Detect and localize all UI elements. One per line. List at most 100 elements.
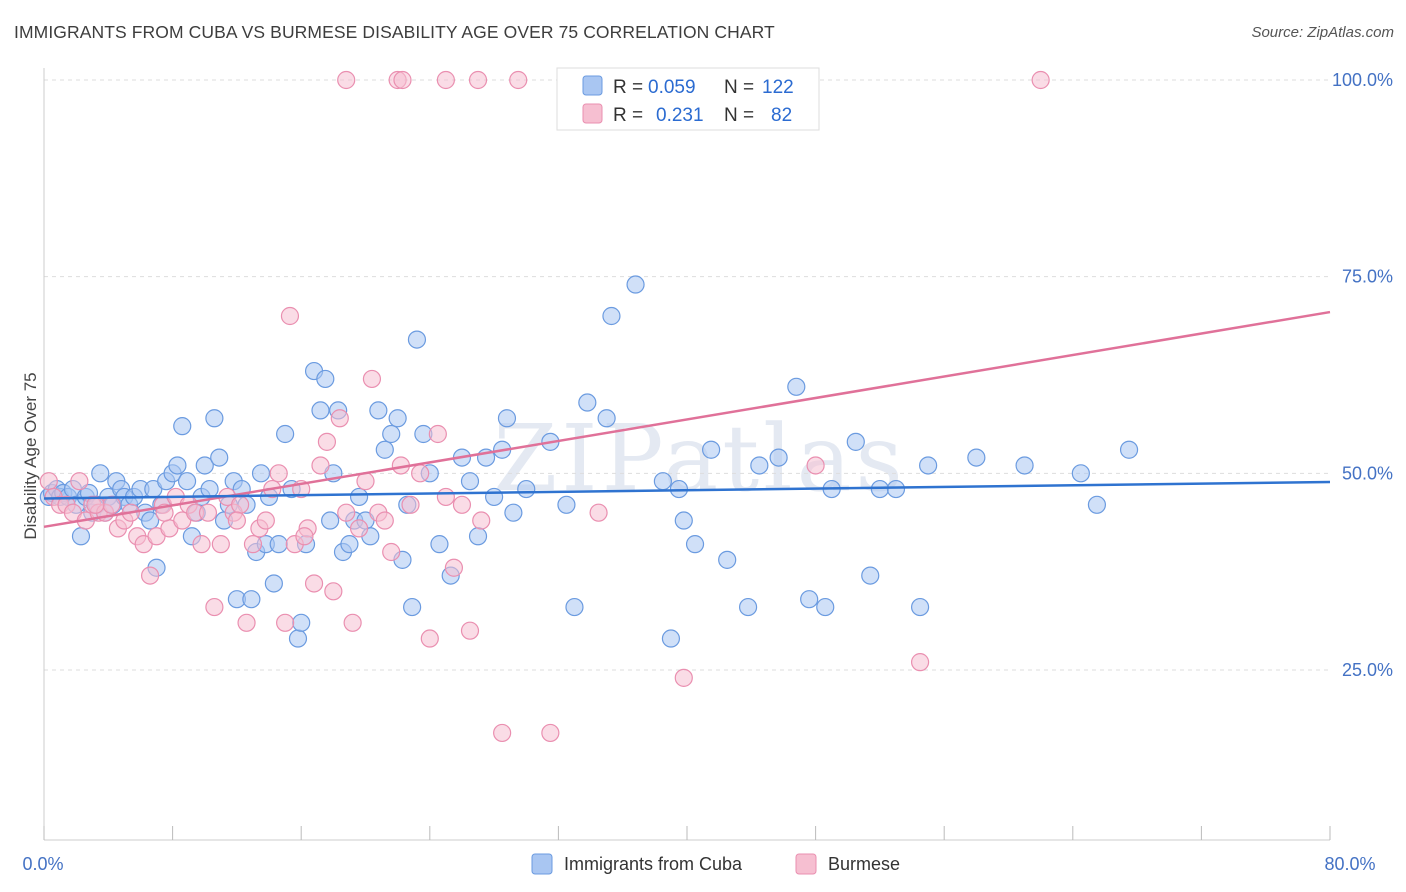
- burmese-point: [382, 542, 401, 562]
- burmese-point: [420, 629, 439, 648]
- burmese-point: [324, 582, 343, 601]
- cuba-point: [340, 535, 359, 554]
- cuba-point: [517, 479, 536, 499]
- cuba-point: [388, 409, 407, 428]
- burmese-point: [231, 495, 250, 514]
- burmese-point: [295, 527, 314, 546]
- burmese-point: [452, 495, 472, 514]
- burmese-point: [444, 558, 464, 577]
- cuba-point: [210, 448, 229, 467]
- burmese-point: [393, 70, 412, 90]
- cuba-point: [382, 424, 401, 444]
- burmese-point: [375, 511, 394, 530]
- legend-swatch-cuba: [582, 75, 603, 96]
- y-tick-label-50: 50.0%: [1342, 463, 1393, 483]
- burmese-point: [269, 464, 288, 483]
- chart-title: IMMIGRANTS FROM CUBA VS BURMESE DISABILI…: [14, 22, 775, 42]
- cuba-point: [1071, 464, 1090, 483]
- legend-r-label-cuba: R =: [613, 77, 643, 98]
- burmese-point: [304, 574, 324, 593]
- cuba-point: [200, 479, 219, 499]
- cuba-point: [264, 574, 283, 593]
- x-tick-label-min: 0.0%: [22, 854, 63, 874]
- burmese-point: [140, 566, 160, 585]
- cuba-point: [718, 550, 737, 569]
- burmese-point: [205, 597, 224, 617]
- burmese-point: [806, 456, 825, 475]
- cuba-point: [787, 377, 806, 396]
- legend: R = 0.059 N = 122 R = 0.231 N = 82: [556, 67, 820, 131]
- trend-line-burmese: [43, 310, 1331, 529]
- burmese-point: [39, 472, 58, 491]
- burmese-point: [493, 723, 512, 743]
- cuba-point: [91, 464, 110, 483]
- bottom-legend: Immigrants from Cuba Burmese: [531, 853, 900, 875]
- cuba-point: [800, 590, 819, 609]
- burmese-point: [472, 511, 491, 530]
- cuba-point: [168, 456, 187, 475]
- y-tick-label-100: 100.0%: [1332, 70, 1393, 90]
- burmese-point: [460, 621, 480, 640]
- y-tick-label-25: 25.0%: [1342, 660, 1393, 680]
- burmese-point: [70, 472, 89, 491]
- burmese-point: [276, 613, 295, 632]
- bottom-legend-swatch-burmese: [795, 853, 817, 875]
- burmese-point: [317, 432, 337, 451]
- cuba-point: [195, 456, 214, 475]
- legend-r-value-cuba: 0.059: [648, 77, 696, 98]
- burmese-point: [910, 653, 930, 672]
- cuba-point: [251, 464, 271, 483]
- cuba-point: [816, 597, 835, 617]
- y-tick-label-75: 75.0%: [1342, 267, 1393, 287]
- cuba-point: [276, 424, 295, 444]
- burmese-point: [237, 613, 256, 632]
- burmese-point: [436, 487, 455, 507]
- burmese-point: [589, 503, 608, 522]
- burmese-point: [541, 723, 560, 743]
- trend-line-cuba: [43, 480, 1331, 500]
- bottom-legend-swatch-cuba: [531, 853, 553, 875]
- burmese-point: [86, 495, 105, 514]
- grid-lines: [44, 79, 1330, 671]
- cuba-point: [626, 275, 645, 294]
- burmese-point: [337, 70, 356, 90]
- cuba-point: [468, 527, 488, 546]
- cuba-point: [497, 409, 517, 428]
- cuba-point: [557, 495, 576, 514]
- legend-r-label-burmese: R =: [613, 105, 643, 126]
- cuba-point: [430, 535, 449, 554]
- cuba-point: [407, 330, 427, 349]
- legend-n-label-burmese: N =: [724, 105, 754, 126]
- cuba-point: [861, 566, 880, 585]
- cuba-point: [349, 487, 369, 507]
- watermark: ZIPatlas: [493, 405, 906, 512]
- cuba-point: [602, 306, 621, 326]
- cuba-point: [269, 535, 288, 554]
- cuba-point: [1015, 456, 1034, 475]
- y-axis-label: Disability Age Over 75: [21, 372, 40, 539]
- burmese-point: [227, 511, 246, 530]
- cuba-point: [653, 472, 672, 491]
- cuba-point: [750, 456, 769, 475]
- cuba-point: [702, 440, 721, 459]
- cuba-point: [738, 597, 758, 617]
- legend-n-value-cuba: 122: [762, 77, 794, 98]
- axes: [43, 68, 1331, 841]
- cuba-point: [140, 511, 160, 530]
- burmese-point: [243, 535, 263, 554]
- cuba-point: [311, 401, 330, 420]
- burmese-point: [468, 70, 488, 90]
- burmese-point: [1031, 70, 1050, 90]
- legend-swatch-burmese: [582, 103, 603, 124]
- cuba-point: [967, 448, 986, 467]
- y-tick-labels: 25.0% 50.0% 75.0% 100.0%: [1332, 70, 1393, 680]
- cuba-point: [1119, 440, 1139, 459]
- burmese-point: [428, 424, 447, 444]
- legend-n-label-cuba: N =: [724, 77, 754, 98]
- cuba-point: [242, 590, 261, 609]
- cuba-point: [205, 409, 224, 428]
- burmese-point: [401, 495, 420, 514]
- burmese-point: [411, 464, 430, 483]
- trend-lines: [43, 310, 1331, 529]
